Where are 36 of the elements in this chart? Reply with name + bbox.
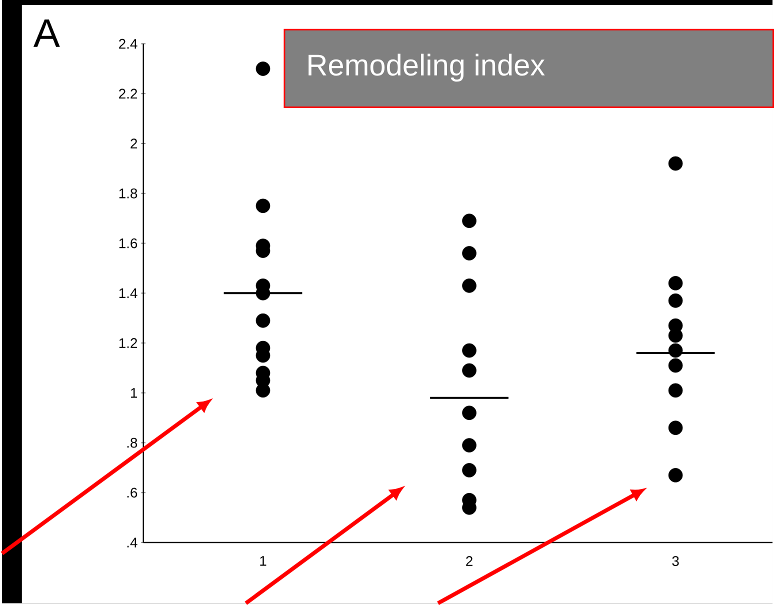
- y-tick-label: 2.2: [119, 88, 138, 98]
- y-tick-label: .8: [127, 438, 138, 448]
- point: [668, 468, 683, 482]
- point: [256, 313, 270, 328]
- x-tick-label: 3: [672, 556, 679, 566]
- text: A: [33, 19, 60, 47]
- x-tick-label: 1: [260, 556, 266, 566]
- y-tick-label: 1.6: [119, 238, 138, 248]
- x-tick-label: 2: [466, 556, 472, 566]
- point: [462, 438, 476, 452]
- point: [668, 156, 683, 171]
- chart-title: Remodeling index: [308, 54, 545, 82]
- y-tick-label: .4: [127, 538, 138, 548]
- point: [668, 358, 683, 373]
- point: [462, 246, 476, 260]
- point: [462, 363, 476, 378]
- y-tick-label: .6: [127, 488, 138, 498]
- point: [462, 214, 476, 228]
- point: [256, 198, 270, 213]
- point: [462, 278, 476, 293]
- point: [668, 276, 683, 290]
- y-tick-label: 1.2: [119, 338, 138, 348]
- point: [462, 462, 476, 478]
- point: [668, 383, 683, 398]
- point: [462, 343, 476, 358]
- y-tick-label: 2: [130, 138, 138, 148]
- point: [668, 343, 683, 358]
- point: [256, 383, 270, 398]
- y-tick-label: 1.4: [119, 288, 138, 298]
- y-tick-label: 1: [131, 388, 138, 398]
- point: [256, 61, 270, 76]
- y-tick-label: 2.4: [119, 38, 138, 49]
- point: [668, 420, 683, 435]
- point: [462, 406, 476, 420]
- y-tick-label: 1.8: [119, 188, 138, 198]
- point: [668, 293, 683, 308]
